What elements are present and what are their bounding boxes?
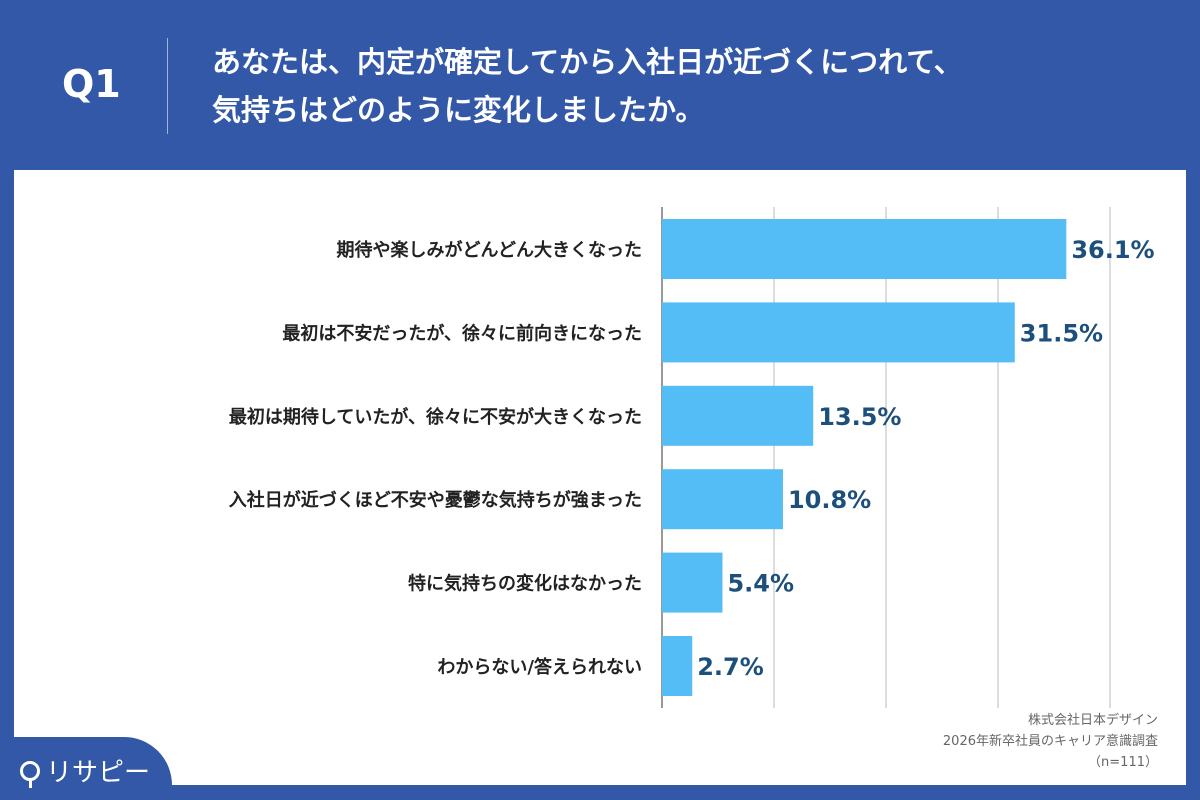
category-label: 最初は不安だったが、徐々に前向きになった	[282, 322, 642, 344]
source-survey: 2026年新卒社員のキャリア意識調査	[942, 734, 1158, 749]
question-title: あなたは、内定が確定してから入社日が近づくにつれて、 気持ちはどのように変化しま…	[212, 38, 1172, 134]
value-label: 5.4%	[727, 570, 794, 598]
bar	[662, 469, 783, 530]
category-label: 最初は期待していたが、徐々に不安が大きくなった	[229, 406, 642, 428]
logo-text: リサピー	[46, 758, 151, 788]
value-label: 31.5%	[1020, 319, 1103, 347]
bar	[662, 636, 693, 696]
source-note: 株式会社日本デザイン 2026年新卒社員のキャリア意識調査 （n=111）	[943, 710, 1158, 773]
source-company: 株式会社日本デザイン	[1027, 713, 1158, 728]
bar	[662, 552, 723, 613]
value-label: 10.8%	[788, 486, 871, 514]
value-label: 13.5%	[818, 403, 901, 431]
question-number: Q1	[62, 62, 121, 106]
pin-icon	[20, 760, 40, 788]
category-label: わからない/答えられない	[437, 656, 642, 678]
value-label: 36.1%	[1071, 236, 1154, 264]
bar	[662, 302, 1015, 363]
title-line-1: あなたは、内定が確定してから入社日が近づくにつれて、	[212, 45, 963, 79]
category-label: 入社日が近づくほど不安や憂鬱な気持ちが強まった	[229, 489, 642, 511]
logo: リサピー	[20, 752, 150, 789]
divider	[167, 38, 168, 134]
category-label: 特に気持ちの変化はなかった	[408, 573, 642, 595]
bar	[662, 219, 1067, 279]
value-label: 2.7%	[697, 653, 764, 681]
bar	[662, 385, 814, 446]
sample-size: （n=111）	[1088, 755, 1158, 770]
category-label: 期待や楽しみがどんどん大きくなった	[337, 239, 642, 261]
title-line-2: 気持ちはどのように変化しましたか。	[212, 93, 705, 127]
